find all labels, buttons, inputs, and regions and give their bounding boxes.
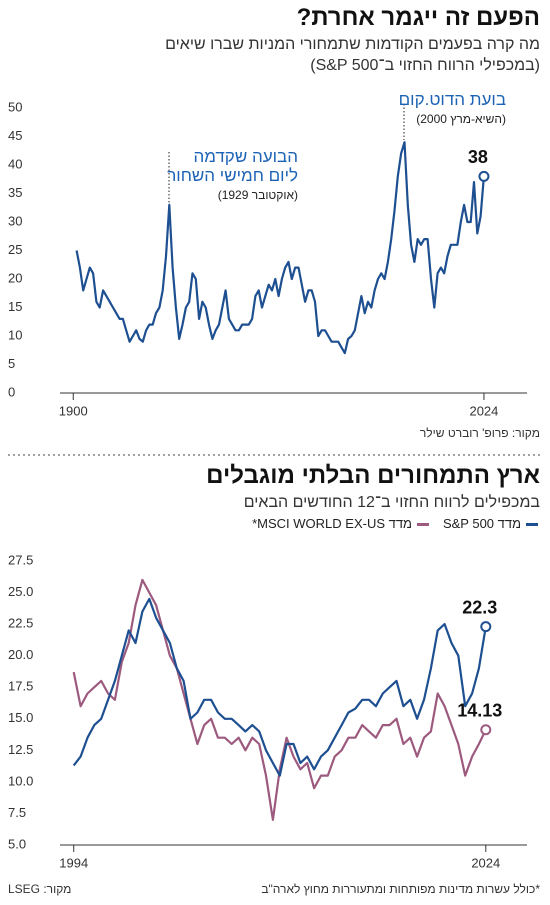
- legend-swatch: [526, 523, 538, 527]
- data-line: [72, 578, 487, 821]
- end-marker: [478, 170, 490, 182]
- end-label: 22.3: [462, 597, 497, 617]
- source: מקור: פרופ' רוברט שילר: [419, 426, 540, 440]
- end-label: 14.13: [457, 701, 502, 721]
- y-tick-label: 10.0: [8, 773, 33, 788]
- y-tick-label: 7.5: [8, 805, 26, 820]
- y-tick-label: 40: [8, 156, 22, 171]
- y-tick-label: 20: [8, 270, 22, 285]
- legend-label: מדד S&P 500: [442, 516, 521, 531]
- legend-swatch: [416, 523, 429, 527]
- y-tick-label: 30: [8, 213, 22, 228]
- chart-title: ארץ התמחורים הבלתי מוגבלים: [206, 462, 540, 489]
- y-tick-label: 50: [8, 99, 22, 114]
- chart-title: הפעם זה ייגמר אחרת?: [296, 4, 540, 31]
- y-tick-label: 15.0: [8, 710, 33, 725]
- x-tick-label: 2024: [471, 855, 500, 870]
- source: מקור: LSEG: [8, 882, 72, 896]
- annotation-note: (השיא-מרץ 2000): [416, 112, 506, 126]
- legend: מדד S&P 500 מדד MSCI WORLD EX-US*: [252, 516, 538, 531]
- legend-label: מדד MSCI WORLD EX-US*: [252, 516, 412, 531]
- legend-item: מדד S&P 500: [443, 516, 538, 531]
- y-tick-label: 5.0: [8, 836, 26, 851]
- y-tick-label: 12.5: [8, 742, 33, 757]
- end-marker: [480, 621, 492, 633]
- y-tick-label: 15: [8, 299, 22, 314]
- x-tick-label: 2024: [469, 403, 498, 418]
- data-line: [75, 141, 485, 355]
- x-tick-label: 1900: [59, 403, 88, 418]
- y-tick-label: 35: [8, 185, 22, 200]
- x-tick-label: 1994: [59, 855, 88, 870]
- legend-item: מדד MSCI WORLD EX-US*: [252, 516, 429, 531]
- end-marker: [480, 724, 492, 736]
- chart-subtitle: מה קרה בפעמים הקודמות שתמחורי המניות שבר…: [165, 36, 540, 53]
- annotation-text: הבועה שקדמה: [193, 147, 298, 166]
- y-tick-label: 17.5: [8, 679, 33, 694]
- annotation: בועת הדוט.קום (השיא-מרץ 2000): [399, 90, 506, 126]
- footnote: *כולל עשרות מדינות מפותחות ומתעוררות מחו…: [261, 882, 540, 896]
- chart-subtitle: (במכפילי הרווח החזוי ב־S&P 500): [310, 57, 540, 74]
- chart-subtitle: במכפילים לרווח החזוי ב־12 החודשים הבאים: [243, 494, 540, 511]
- y-tick-label: 10: [8, 327, 22, 342]
- y-tick-label: 5: [8, 356, 15, 371]
- data-line: [72, 597, 487, 777]
- y-tick-label: 20.0: [8, 647, 33, 662]
- y-tick-label: 25.0: [8, 584, 33, 599]
- annotation-note: (אוקטובר 1929): [217, 188, 298, 202]
- y-tick-label: 27.5: [8, 552, 33, 567]
- y-tick-label: 22.5: [8, 616, 33, 631]
- y-tick-label: 45: [8, 128, 22, 143]
- y-tick-label: 0: [8, 384, 15, 399]
- annotation: הבועה שקדמה ליום חמישי השחור (אוקטובר 19…: [167, 147, 298, 202]
- annotation-text: ליום חמישי השחור: [167, 166, 298, 185]
- end-label: 38: [468, 147, 488, 167]
- y-tick-label: 25: [8, 242, 22, 257]
- annotation-text: בועת הדוט.קום: [398, 90, 506, 109]
